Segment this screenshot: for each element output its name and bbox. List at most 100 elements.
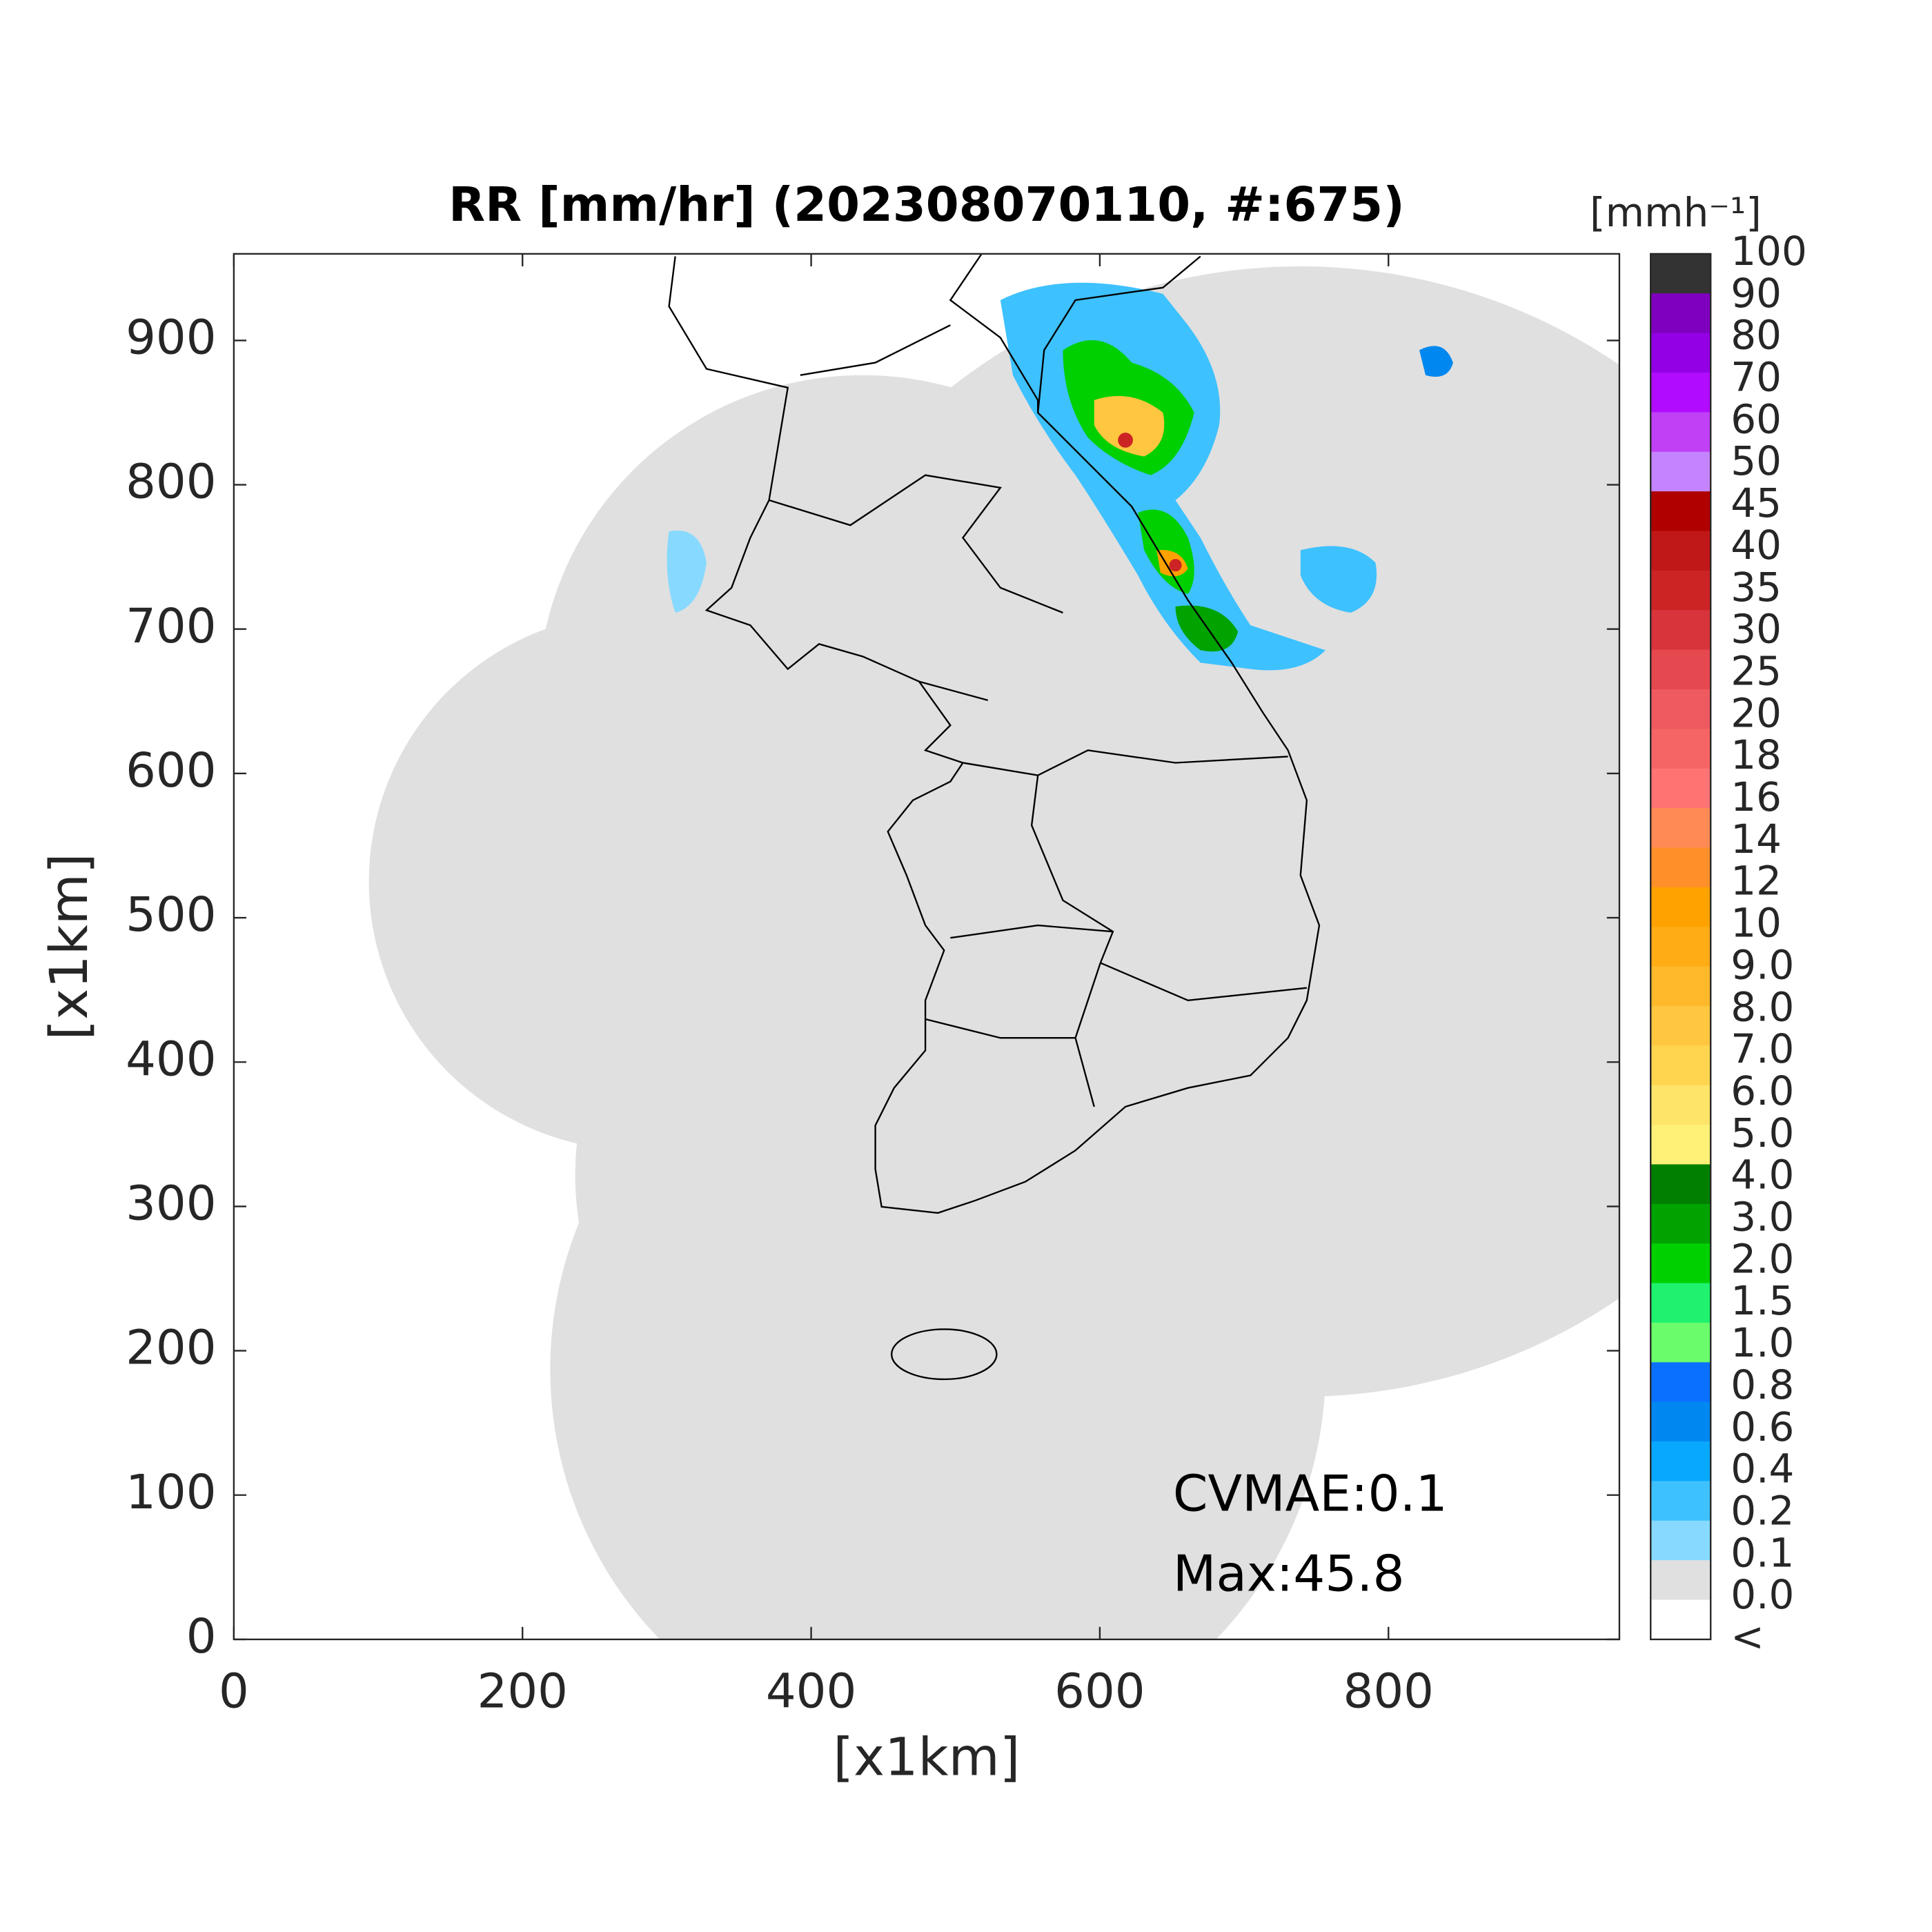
x-tick-label: 200 bbox=[477, 1664, 568, 1719]
colorbar-segment bbox=[1650, 1322, 1711, 1363]
y-tick-label: 100 bbox=[126, 1465, 216, 1520]
rain-area bbox=[1094, 395, 1165, 457]
rain-core bbox=[1118, 433, 1133, 448]
colorbar-segment bbox=[1650, 412, 1711, 453]
colorbar-tick-label: 0.4 bbox=[1731, 1446, 1794, 1492]
colorbar-label: [mmh⁻¹] bbox=[1590, 189, 1762, 236]
colorbar-tick-label: 35 bbox=[1731, 564, 1782, 611]
coastline bbox=[668, 253, 1321, 1381]
y-tick-label: 0 bbox=[186, 1609, 217, 1664]
annotation: CVMAE:0.1 bbox=[1173, 1465, 1448, 1523]
colorbar-segment bbox=[1650, 1362, 1711, 1403]
colorbar-segment bbox=[1650, 808, 1711, 849]
colorbar-segment bbox=[1650, 1283, 1711, 1323]
coverage-disc bbox=[538, 375, 1188, 1026]
x-axis-label: [x1km] bbox=[833, 1726, 1020, 1788]
colorbar-segment bbox=[1650, 610, 1711, 651]
colorbar-tick-label: 0.0 bbox=[1731, 1571, 1794, 1618]
colorbar-segment bbox=[1650, 887, 1711, 928]
y-tick-label: 700 bbox=[126, 599, 216, 654]
colorbar-segment bbox=[1650, 1085, 1711, 1125]
colorbar-tick-label: 0.2 bbox=[1731, 1487, 1794, 1534]
annotation: Max:45.8 bbox=[1173, 1545, 1405, 1603]
colorbar-tick-label: 16 bbox=[1731, 773, 1782, 820]
colorbar-tick-label: 3.0 bbox=[1731, 1194, 1794, 1241]
colorbar-tick-label: 20 bbox=[1731, 689, 1782, 736]
colorbar-segment bbox=[1650, 1203, 1711, 1245]
province-boundary bbox=[769, 253, 1307, 1107]
colorbar-segment bbox=[1650, 293, 1711, 334]
colorbar-frame bbox=[1650, 253, 1712, 1641]
y-tick-label: 900 bbox=[126, 310, 216, 365]
colorbar-tick-label: 8.0 bbox=[1731, 983, 1794, 1030]
colorbar-segment bbox=[1650, 1045, 1711, 1086]
colorbar-tick-label: 1.0 bbox=[1731, 1319, 1794, 1366]
chart-title: RR [mm/hr] (202308070110, #:675) bbox=[448, 177, 1405, 233]
colorbar-segment bbox=[1650, 689, 1711, 730]
colorbar-tick-label: 90 bbox=[1731, 270, 1782, 317]
colorbar-tick-label: 2.0 bbox=[1731, 1235, 1794, 1282]
y-tick-label: 200 bbox=[126, 1321, 216, 1376]
colorbar-segment bbox=[1650, 491, 1711, 532]
colorbar-segment bbox=[1650, 1560, 1711, 1601]
colorbar-tick-label: 7.0 bbox=[1731, 1025, 1794, 1072]
rain-area bbox=[667, 530, 707, 613]
colorbar-segment bbox=[1650, 1243, 1711, 1284]
axes-frame bbox=[233, 253, 1621, 1641]
x-tick-label: 0 bbox=[219, 1664, 249, 1719]
island-outline bbox=[890, 1328, 998, 1381]
colorbar-tick-label: 45 bbox=[1731, 480, 1782, 526]
colorbar-tick-label: 40 bbox=[1731, 522, 1782, 569]
colorbar-tick-label: 14 bbox=[1731, 816, 1782, 862]
colorbar-tick-label: 100 bbox=[1731, 228, 1807, 275]
x-tick-label: 400 bbox=[766, 1664, 856, 1719]
colorbar-tick-label: 10 bbox=[1731, 900, 1782, 947]
rain-core bbox=[1169, 559, 1182, 572]
colorbar-tick-label: 0.8 bbox=[1731, 1361, 1794, 1408]
y-axis-label: [x1km] bbox=[38, 853, 99, 1040]
y-tick-label: 500 bbox=[126, 887, 216, 943]
colorbar-tick-label: 50 bbox=[1731, 437, 1782, 484]
colorbar-tick-label: 1.5 bbox=[1731, 1277, 1794, 1324]
colorbar-segment bbox=[1650, 927, 1711, 967]
colorbar-segment bbox=[1650, 1520, 1711, 1561]
colorbar-segment bbox=[1650, 1441, 1711, 1482]
radar-coverage bbox=[368, 266, 1619, 1639]
y-tick-label: 400 bbox=[126, 1032, 216, 1087]
colorbar-segment bbox=[1650, 373, 1711, 413]
colorbar-tick-label: 30 bbox=[1731, 606, 1782, 653]
rain-area bbox=[1300, 546, 1377, 613]
x-tick-label: 600 bbox=[1054, 1664, 1145, 1719]
colorbar-tick-label: 4.0 bbox=[1731, 1152, 1794, 1199]
peninsula-outline bbox=[668, 255, 1321, 1214]
colorbar-segment bbox=[1650, 966, 1711, 1007]
colorbar-segment bbox=[1650, 333, 1711, 373]
colorbar-segment bbox=[1650, 649, 1711, 690]
colorbar-tick-label: 0.6 bbox=[1731, 1403, 1794, 1450]
rain-area bbox=[1175, 605, 1239, 652]
colorbar-tick-label: 18 bbox=[1731, 731, 1782, 778]
coverage-disc bbox=[550, 981, 1325, 1639]
colorbar-tick-label: 70 bbox=[1731, 354, 1782, 401]
colorbar-segment bbox=[1650, 1481, 1711, 1521]
colorbar-segment bbox=[1650, 1164, 1711, 1205]
rain-area bbox=[1419, 346, 1453, 377]
colorbar-tick-label: 60 bbox=[1731, 395, 1782, 442]
colorbar-tick-label: 80 bbox=[1731, 312, 1782, 359]
x-tick-label: 800 bbox=[1343, 1664, 1434, 1719]
colorbar-tick-label: 6.0 bbox=[1731, 1067, 1794, 1114]
colorbar-segment bbox=[1650, 1401, 1711, 1442]
colorbar-segment bbox=[1650, 451, 1711, 493]
colorbar-tick-label: < bbox=[1731, 1613, 1764, 1660]
y-tick-label: 600 bbox=[126, 743, 216, 798]
colorbar-segment bbox=[1650, 531, 1711, 571]
colorbar-segment bbox=[1650, 1599, 1711, 1640]
colorbar-tick-label: 25 bbox=[1731, 647, 1782, 694]
colorbar-segment bbox=[1650, 1005, 1711, 1047]
colorbar-segment bbox=[1650, 1125, 1711, 1165]
y-tick-label: 800 bbox=[126, 455, 216, 510]
colorbar-segment bbox=[1650, 768, 1711, 809]
colorbar-tick-label: 5.0 bbox=[1731, 1110, 1794, 1156]
